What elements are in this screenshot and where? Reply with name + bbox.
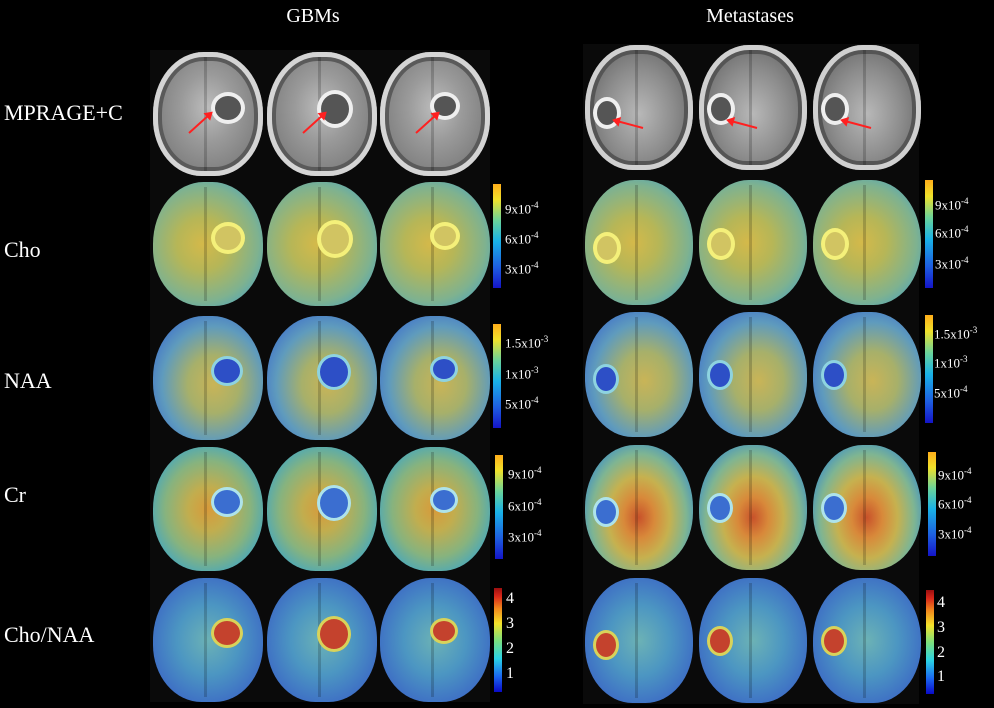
- met-cho-slice-1: [585, 180, 693, 305]
- gbm-lesion: [317, 354, 351, 390]
- met-lesion: [821, 93, 849, 125]
- met-lesion: [593, 497, 619, 527]
- gbm-cr-slice-2: [267, 447, 377, 571]
- met-cho-slice-3: [813, 180, 921, 305]
- gbm-lesion: [211, 222, 245, 254]
- row-label-mprage: MPRAGE+C: [4, 100, 123, 125]
- met-lesion: [821, 360, 847, 390]
- gbm-lesion: [317, 485, 351, 521]
- met-cr-slice-1: [585, 445, 693, 570]
- met-lesion: [707, 228, 735, 260]
- met-lesion: [707, 626, 733, 656]
- gbm-naa-tick-2: 1x10-3: [505, 365, 539, 382]
- met-cho-colorbar: [925, 180, 933, 288]
- gbm-lesion: [211, 618, 243, 648]
- gbm-lesion: [211, 487, 243, 517]
- met-naa-tick-1: 1.5x10-3: [934, 325, 978, 342]
- gbm-naa-tick-1: 1.5x10-3: [505, 334, 549, 351]
- gbm-lesion: [317, 220, 353, 258]
- met-cho-tick-2: 6x10-4: [935, 224, 969, 241]
- gbm-lesion: [430, 222, 460, 250]
- gbm-cr-tick-2: 6x10-4: [508, 497, 542, 514]
- met-cho-naa-slice-2: [699, 578, 807, 703]
- gbm-lesion: [211, 356, 243, 386]
- met-cho-tick-1: 9x10-4: [935, 196, 969, 213]
- gbm-naa-slice-2: [267, 316, 377, 440]
- met-cr-slice-2: [699, 445, 807, 570]
- met-cr-tick-1: 9x10-4: [938, 466, 972, 483]
- gbm-ratio-tick-3: 3: [506, 615, 514, 632]
- met-naa-slice-2: [699, 312, 807, 437]
- gbm-ratio-tick-2: 2: [506, 640, 514, 657]
- gbm-lesion: [211, 92, 245, 124]
- gbm-lesion: [430, 356, 458, 382]
- met-naa-tick-2: 1x10-3: [934, 354, 968, 371]
- gbm-cr-slice-3: [380, 447, 490, 571]
- met-naa-slice-1: [585, 312, 693, 437]
- met-cho-slice-2: [699, 180, 807, 305]
- met-ratio-tick-4: 4: [937, 594, 945, 611]
- gbm-naa-tick-3: 5x10-4: [505, 395, 539, 412]
- gbm-cr-tick-1: 9x10-4: [508, 465, 542, 482]
- gbm-cho-naa-slice-3: [380, 578, 490, 702]
- met-lesion: [593, 630, 619, 660]
- row-label-cr: Cr: [4, 482, 26, 507]
- gbm-title: GBMs: [286, 5, 340, 27]
- gbm-mprage-slice-1: [153, 52, 263, 176]
- met-ratio-tick-3: 3: [937, 619, 945, 636]
- gbm-cho-slice-2: [267, 182, 377, 306]
- met-lesion: [821, 228, 849, 260]
- gbm-naa-colorbar: [493, 324, 501, 428]
- met-cho-naa-slice-1: [585, 578, 693, 703]
- gbm-lesion: [317, 616, 351, 652]
- met-cho-naa-slice-3: [813, 578, 921, 703]
- met-lesion: [821, 626, 847, 656]
- gbm-cho-tick-1: 9x10-4: [505, 200, 539, 217]
- met-naa-slice-3: [813, 312, 921, 437]
- metastases-title: Metastases: [706, 5, 794, 27]
- row-label-cho-naa: Cho/NAA: [4, 622, 95, 647]
- gbm-lesion: [430, 618, 458, 644]
- met-cho-tick-3: 3x10-4: [935, 255, 969, 272]
- gbm-ratio-colorbar: [494, 588, 502, 692]
- gbm-cho-colorbar: [493, 184, 501, 288]
- gbm-naa-slice-3: [380, 316, 490, 440]
- met-lesion: [707, 360, 733, 390]
- gbm-naa-slice-1: [153, 316, 263, 440]
- gbm-cho-slice-3: [380, 182, 490, 306]
- met-naa-tick-3: 5x10-4: [934, 384, 968, 401]
- met-lesion: [821, 493, 847, 523]
- gbm-cr-slice-1: [153, 447, 263, 571]
- met-lesion: [593, 364, 619, 394]
- gbm-cho-slice-1: [153, 182, 263, 306]
- gbm-ratio-tick-4: 4: [506, 590, 514, 607]
- gbm-cho-tick-3: 3x10-4: [505, 260, 539, 277]
- met-cr-colorbar: [928, 452, 936, 556]
- gbm-cho-naa-slice-1: [153, 578, 263, 702]
- met-mprage-slice-2: [699, 45, 807, 170]
- met-ratio-tick-1: 1: [937, 668, 945, 685]
- met-cr-slice-3: [813, 445, 921, 570]
- gbm-cho-tick-2: 6x10-4: [505, 230, 539, 247]
- gbm-ratio-tick-1: 1: [506, 665, 514, 682]
- gbm-lesion: [430, 92, 460, 120]
- met-naa-colorbar: [925, 315, 933, 423]
- met-ratio-tick-2: 2: [937, 644, 945, 661]
- met-mprage-slice-3: [813, 45, 921, 170]
- met-ratio-colorbar: [926, 590, 934, 694]
- gbm-cho-naa-slice-2: [267, 578, 377, 702]
- gbm-cr-tick-3: 3x10-4: [508, 528, 542, 545]
- met-cr-tick-3: 3x10-4: [938, 525, 972, 542]
- met-mprage-slice-1: [585, 45, 693, 170]
- met-lesion: [707, 493, 733, 523]
- met-cr-tick-2: 6x10-4: [938, 495, 972, 512]
- gbm-cr-colorbar: [495, 455, 503, 559]
- row-label-naa: NAA: [4, 368, 52, 393]
- row-label-cho: Cho: [4, 237, 41, 262]
- gbm-lesion: [430, 487, 458, 513]
- met-lesion: [593, 232, 621, 264]
